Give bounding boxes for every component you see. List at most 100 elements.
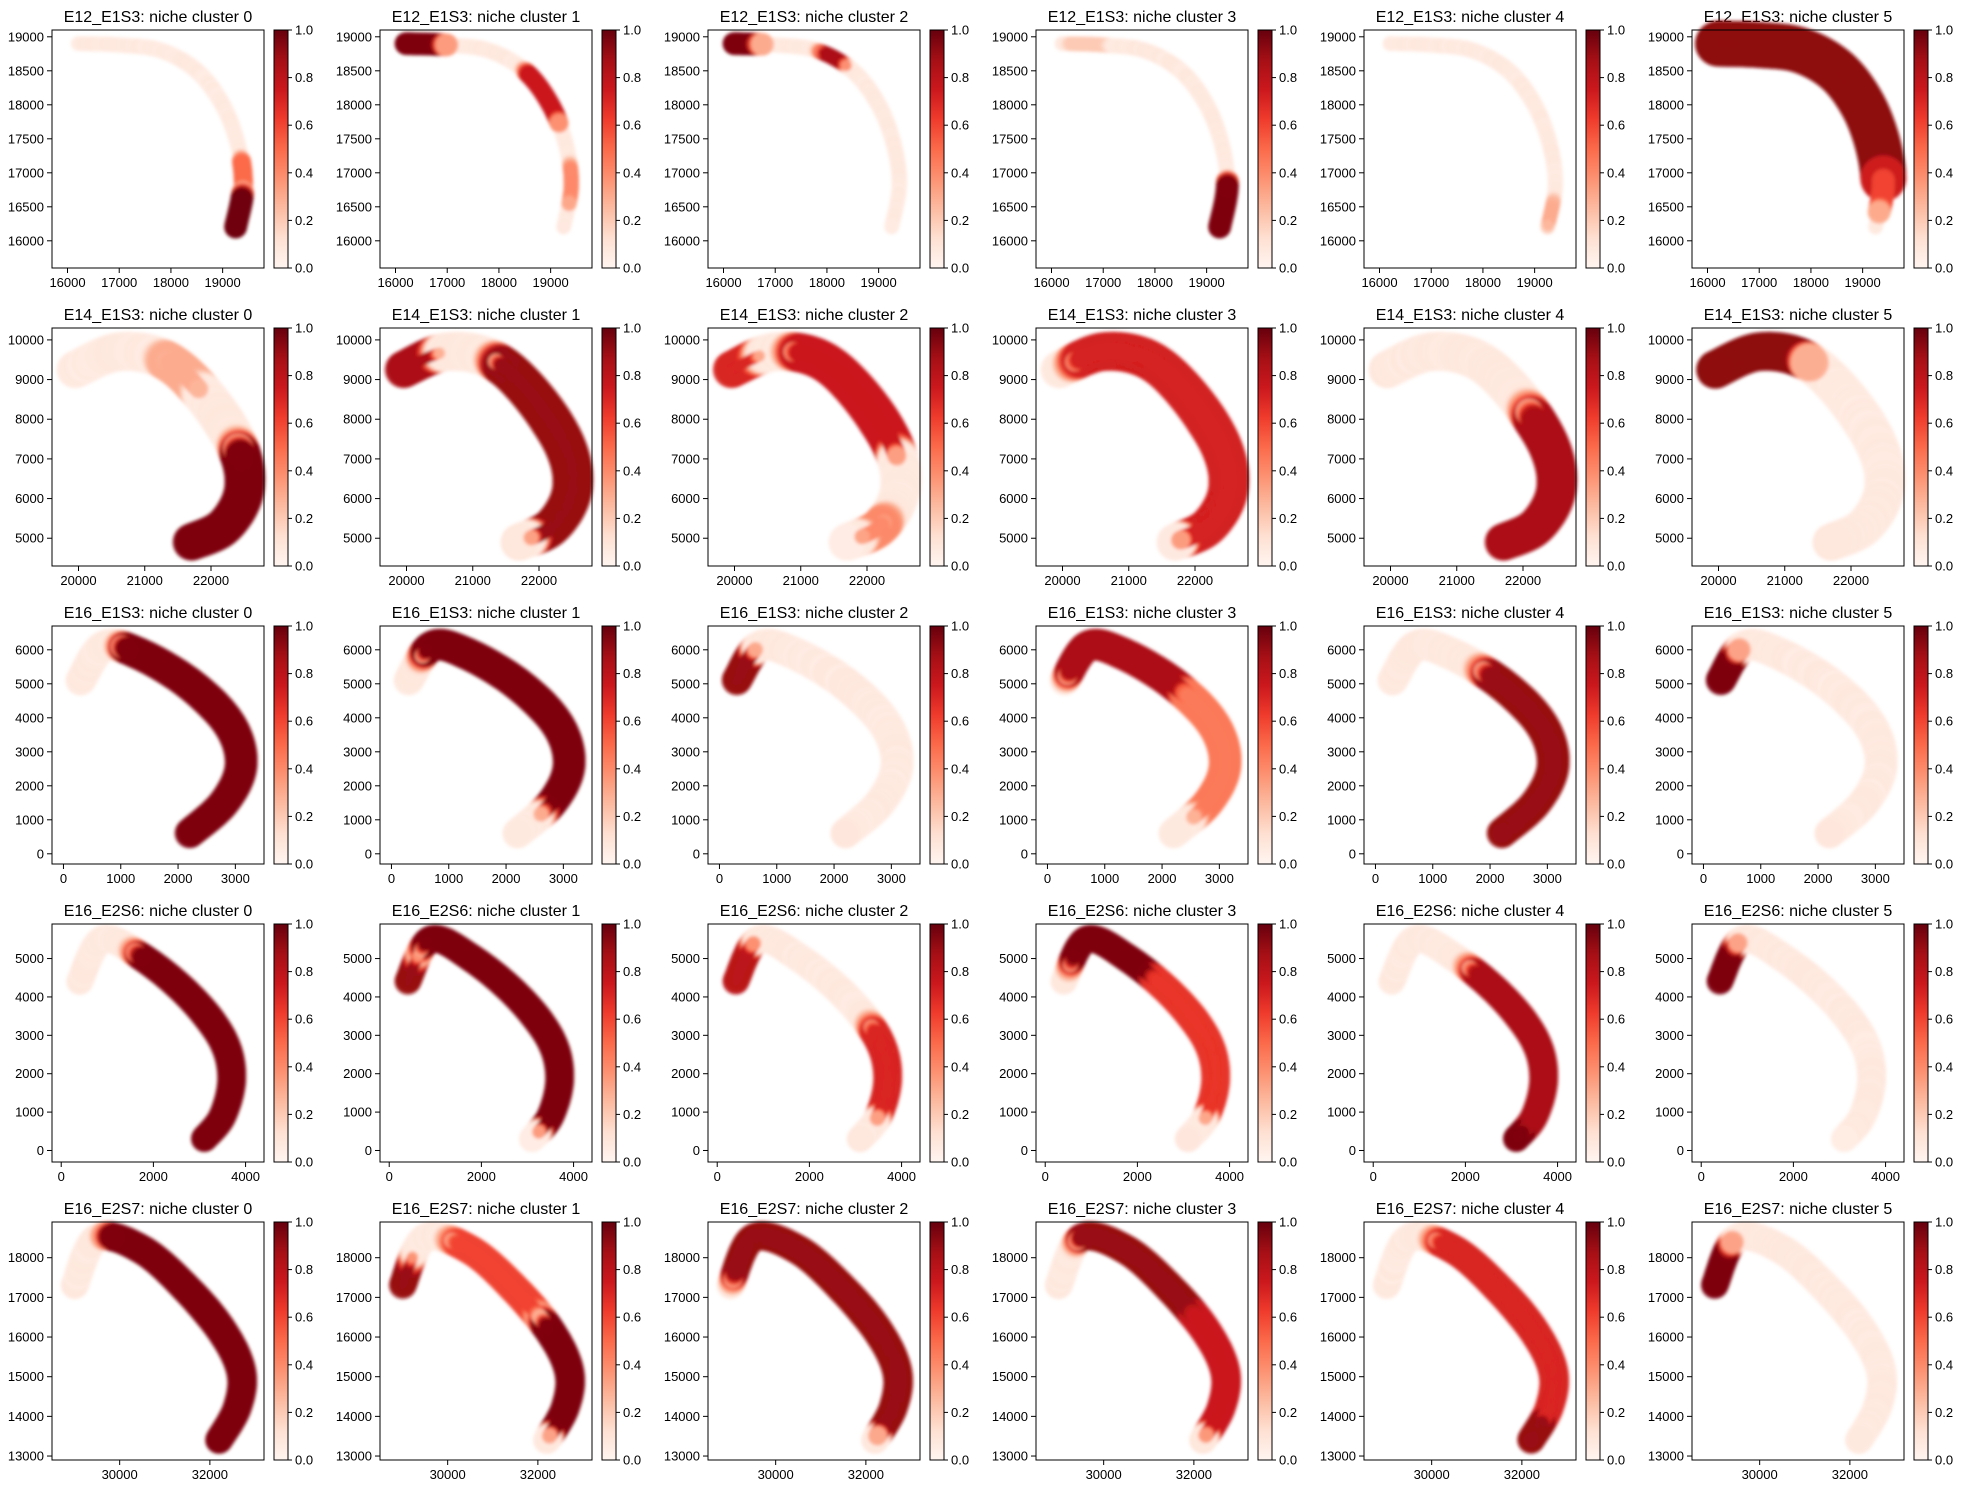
y-tick-label: 16000: [1320, 233, 1356, 248]
x-tick-label: 19000: [1517, 275, 1553, 290]
y-tick-label: 7000: [15, 451, 44, 466]
colorbar-tick-label: 0.6: [1607, 118, 1625, 133]
y-tick-label: 5000: [1327, 531, 1356, 546]
x-tick-label: 16000: [705, 275, 741, 290]
niche-spot: [1867, 201, 1891, 224]
y-tick-label: 10000: [992, 332, 1028, 347]
spot-layer: [722, 32, 907, 235]
niche-spot: [1170, 530, 1190, 550]
y-tick-label: 9000: [343, 372, 372, 387]
x-tick-label: 17000: [429, 275, 465, 290]
colorbar-tick-label: 0.8: [623, 368, 641, 383]
x-tick-label: 18000: [1793, 275, 1829, 290]
niche-spot: [434, 347, 446, 359]
y-tick-label: 18000: [1648, 97, 1684, 112]
spot-layer: [712, 331, 922, 561]
colorbar-tick-label: 0.6: [1607, 416, 1625, 431]
colorbar: 0.00.20.40.60.81.0: [601, 23, 641, 276]
colorbar-tick-label: 0.8: [1607, 70, 1625, 85]
colorbar-tick-label: 0.0: [1607, 261, 1625, 276]
y-tick-label: 8000: [15, 412, 44, 427]
colorbar-tick-label: 0.4: [1279, 463, 1297, 478]
axes-frame: [707, 29, 921, 269]
y-tick-label: 19000: [664, 29, 700, 44]
niche-spot: [751, 32, 775, 56]
y-tick-label: 18000: [336, 97, 372, 112]
panel-title: E12_E1S3: niche cluster 1: [392, 9, 581, 26]
niche-spot: [754, 350, 766, 362]
niche-spot: [854, 529, 870, 545]
spot-layer: [1695, 20, 1907, 235]
niche-spot: [1489, 528, 1517, 556]
colorbar-tick-label: 0.2: [1607, 213, 1625, 228]
y-tick-label: 18500: [664, 63, 700, 78]
colorbar-tick-label: 0.2: [951, 511, 969, 526]
colorbar-tick-label: 1.0: [623, 321, 641, 336]
y-tick-label: 17000: [664, 165, 700, 180]
colorbar-tick-label: 0.8: [1935, 70, 1953, 85]
colorbar-tick-label: 0.0: [1935, 261, 1953, 276]
colorbar-gradient: [273, 327, 289, 567]
y-tick-label: 16500: [1320, 199, 1356, 214]
x-tick-label: 21000: [455, 573, 491, 588]
colorbar: 0.00.20.40.60.81.0: [1585, 23, 1625, 276]
colorbar-tick-label: 0.6: [951, 416, 969, 431]
niche-spot: [189, 379, 209, 399]
colorbar-tick-label: 0.2: [1935, 213, 1953, 228]
x-tick-label: 16000: [1361, 275, 1397, 290]
colorbar-tick-label: 1.0: [951, 321, 969, 336]
y-tick-label: 18500: [336, 63, 372, 78]
x-tick-label: 17000: [1085, 275, 1121, 290]
colorbar-tick-label: 0.8: [1279, 368, 1297, 383]
x-tick-label: 22000: [521, 573, 557, 588]
colorbar-tick-label: 0.4: [295, 463, 313, 478]
y-tick-label: 17500: [1648, 131, 1684, 146]
x-tick-label: 22000: [849, 573, 885, 588]
colorbar-tick-label: 1.0: [1279, 23, 1297, 38]
y-tick-label: 7000: [671, 451, 700, 466]
colorbar-tick-label: 0.0: [1607, 559, 1625, 574]
panel-title: E14_E1S3: niche cluster 5: [1704, 307, 1893, 324]
x-tick-label: 18000: [1137, 275, 1173, 290]
x-tick-label: 18000: [153, 275, 189, 290]
y-tick-label: 17000: [992, 165, 1028, 180]
colorbar-tick-label: 0.0: [1279, 559, 1297, 574]
y-tick-label: 8000: [343, 412, 372, 427]
colorbar-tick-label: 0.8: [951, 368, 969, 383]
panel-title: E12_E1S3: niche cluster 3: [1048, 9, 1237, 26]
x-tick-label: 17000: [1741, 275, 1777, 290]
spot-layer: [56, 331, 266, 561]
colorbar-tick-label: 0.4: [623, 165, 641, 180]
colorbar: 0.00.20.40.60.81.0: [273, 321, 313, 574]
colorbar-tick-label: 1.0: [623, 23, 641, 38]
y-tick-label: 16000: [8, 233, 44, 248]
niche-spot: [549, 114, 569, 133]
panel-title: E14_E1S3: niche cluster 0: [64, 307, 253, 324]
colorbar-tick-label: 0.2: [1279, 213, 1297, 228]
colorbar-tick-label: 0.6: [951, 118, 969, 133]
x-tick-label: 21000: [1111, 573, 1147, 588]
y-tick-label: 16500: [992, 199, 1028, 214]
colorbar-tick-label: 0.4: [1935, 165, 1953, 180]
panel-title: E14_E1S3: niche cluster 1: [392, 307, 581, 324]
y-tick-label: 17000: [8, 165, 44, 180]
colorbar-tick-label: 0.8: [295, 70, 313, 85]
x-tick-label: 20000: [1372, 573, 1408, 588]
y-tick-label: 8000: [671, 412, 700, 427]
y-tick-label: 10000: [1320, 332, 1356, 347]
y-tick-label: 17500: [664, 131, 700, 146]
panel-title: E14_E1S3: niche cluster 3: [1048, 307, 1237, 324]
y-tick-label: 5000: [671, 531, 700, 546]
y-tick-label: 9000: [15, 372, 44, 387]
colorbar-gradient: [929, 29, 945, 269]
x-tick-label: 17000: [757, 275, 793, 290]
y-tick-label: 17000: [336, 165, 372, 180]
colorbar: 0.00.20.40.60.81.0: [1257, 23, 1297, 276]
y-tick-label: 6000: [999, 491, 1028, 506]
